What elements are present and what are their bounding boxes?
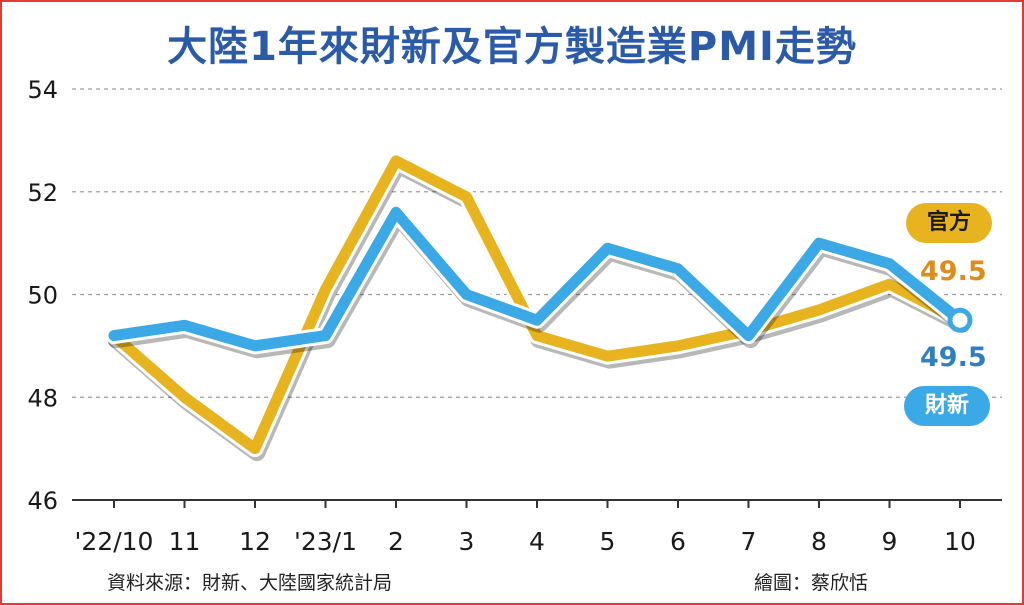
x-axis: '22/10 11 12 '23/1 2 3 4 5 6 7 8 9 10 [72,499,1002,556]
y-tick-label: 52 [27,179,58,207]
caixin-line-outline [105,203,969,355]
series-lines [105,152,973,462]
official-end-value: 49.5 [920,256,987,287]
source-note: 資料來源：財新、大陸國家統計局 [107,572,393,594]
y-tick-label: 48 [27,384,58,412]
x-tick-label: 2 [388,527,404,556]
end-point-marker [947,307,973,333]
official-line [108,155,966,455]
grid-lines [72,88,1002,398]
caixin-line-shadow [107,207,971,359]
x-tick-label: 5 [600,527,616,556]
credit-note: 繪圖：蔡欣恬 [754,572,869,594]
caixin-end-value: 49.5 [920,342,987,373]
x-tick-label: '23/1 [294,527,357,556]
x-tick-label: 11 [169,527,201,556]
caixin-line [108,206,966,352]
legend-caixin: 財新 [904,386,990,426]
x-tick-label: 3 [459,527,475,556]
y-tick-label: 54 [27,76,58,104]
legend-official: 官方 [906,203,992,243]
x-tick-label: 12 [239,527,271,556]
x-tick-label: 9 [882,527,898,556]
x-tick-label: 4 [529,527,545,556]
x-tick-label: '22/10 [75,527,154,556]
y-tick-label: 50 [27,282,58,310]
x-tick-label: 8 [811,527,827,556]
y-tick-label: 46 [27,487,58,515]
y-axis-ticks: 46 48 50 52 54 [27,76,58,515]
chart-title: 大陸1年來財新及官方製造業PMI走勢 [167,24,857,70]
x-tick-label: 10 [944,527,976,556]
x-tick-label: 7 [741,527,757,556]
x-tick-label: 6 [670,527,686,556]
